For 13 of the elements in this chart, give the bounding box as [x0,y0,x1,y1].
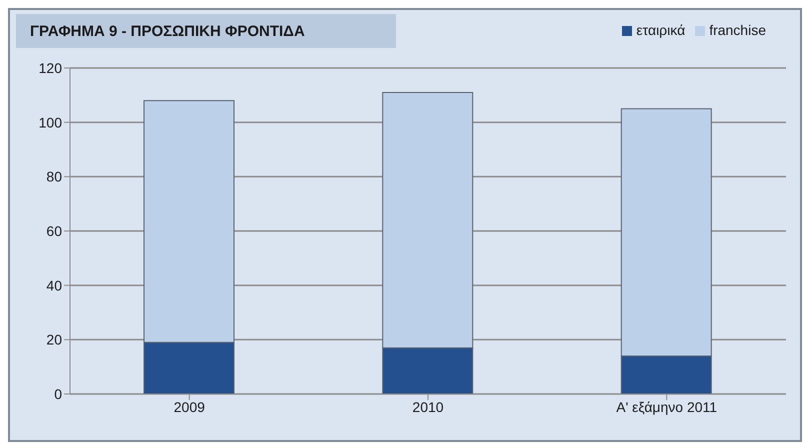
y-tick-label: 100 [38,114,62,130]
x-tick-label: 2010 [412,398,444,415]
legend-label: franchise [709,22,766,38]
y-tick-label: 60 [46,222,62,239]
y-tick-label: 80 [46,168,62,185]
chart-title: ΓΡΑΦΗΜΑ 9 - ΠΡΟΣΩΠΙΚΗ ΦΡΟΝΤΙΔΑ [16,14,396,48]
y-tick-label: 0 [54,386,62,402]
y-tick-label: 40 [46,277,62,294]
x-tick-label: Α' εξάμηνο 2011 [616,398,718,415]
x-tick-label: 2009 [174,398,206,415]
y-tick-label: 120 [38,60,62,76]
legend-label: εταιρικά [636,22,686,38]
y-tick-label: 20 [46,332,62,348]
